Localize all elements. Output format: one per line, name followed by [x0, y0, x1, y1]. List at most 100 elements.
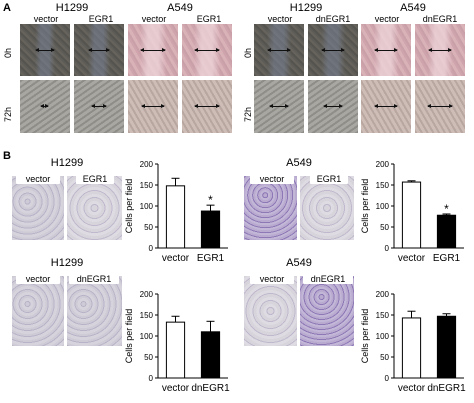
wound-image-a549-egr1-0h [182, 24, 232, 76]
y-tick-label: 200 [140, 290, 154, 299]
double-arrow-icon [194, 48, 220, 52]
significance-marker: * [444, 202, 449, 216]
transwell-h1299-vector-dn [12, 276, 64, 346]
double-arrow-icon [321, 48, 345, 52]
y-axis-label: Cells per field [360, 309, 370, 364]
label-vector: vector [16, 174, 60, 184]
transwell-h1299-dnegr1 [67, 276, 122, 346]
x-tick-label: EGR1 [433, 253, 461, 264]
label-egr1: EGR1 [190, 14, 228, 24]
y-axis-label: Cells per field [360, 179, 370, 234]
x-tick-label: EGR1 [197, 253, 225, 264]
x-tick-label: vector [398, 383, 426, 394]
y-tick-label: 50 [144, 353, 153, 362]
label-vector: vector [132, 14, 176, 24]
y-tick-label: 150 [140, 181, 154, 190]
double-arrow-icon [267, 48, 291, 52]
x-tick-label: dnEGR1 [427, 383, 466, 394]
bar-vector [165, 321, 186, 379]
y-tick-label: 100 [140, 202, 154, 211]
bar-chart-h1299-dnegr1: Cells per field 0 50 100 150 200 vector dnEGR1 [124, 290, 230, 394]
label-egr1: EGR1 [310, 174, 348, 184]
y-tick-label: 0 [149, 244, 154, 253]
transwell-a549-vector [244, 176, 297, 240]
y-axis-label: Cells per field [124, 309, 134, 364]
y-tick-label: 50 [144, 223, 153, 232]
y-tick-label: 50 [380, 223, 389, 232]
y-tick-label: 150 [140, 311, 154, 320]
panel-b-group-3-title: H1299 [50, 257, 84, 269]
y-tick-label: 0 [149, 374, 154, 383]
label-vector: vector [24, 14, 68, 24]
panel-a-row-label-0h: 0h [3, 47, 13, 58]
y-tick-label: 200 [376, 160, 390, 169]
wound-image-a549-vector-dn-0h [361, 24, 411, 76]
wound-image-a549-egr1-72h [182, 80, 232, 133]
label-vector: vector [16, 274, 60, 284]
wound-image-h1299-dnegr1-72h [308, 80, 358, 133]
label-dnegr1: dnEGR1 [308, 14, 358, 24]
double-arrow-icon [140, 48, 166, 52]
label-vector: vector [258, 14, 302, 24]
label-dnegr1: dnEGR1 [69, 274, 119, 284]
double-arrow-icon [374, 104, 398, 108]
wound-image-h1299-vector-0h [20, 24, 70, 76]
y-tick-label: 150 [376, 181, 390, 190]
x-tick-label: vector [398, 253, 426, 264]
label-vector: vector [250, 274, 294, 284]
y-tick-label: 0 [385, 374, 390, 383]
transwell-a549-dnegr1 [300, 276, 354, 346]
bar-chart-a549-egr1: Cells per field 0 50 100 150 200 vector * EGR1 [360, 160, 464, 264]
panel-a-group-2-title: A549 [167, 2, 193, 14]
y-axis-label: Cells per field [124, 179, 134, 234]
wound-image-h1299-egr1-0h [74, 24, 124, 76]
double-arrow-icon [35, 48, 55, 52]
double-arrow-icon [194, 104, 220, 108]
bar-chart-h1299-egr1: Cells per field 0 50 100 150 200 vector * EGR1 [124, 160, 228, 264]
y-tick-label: 50 [380, 353, 389, 362]
bar-EGR1 [436, 214, 457, 249]
double-arrow-icon [88, 48, 110, 52]
transwell-h1299-vector [12, 176, 64, 240]
x-tick-label: vector [162, 253, 190, 264]
y-tick-label: 200 [376, 290, 390, 299]
panel-b-group-4-title: A549 [286, 257, 312, 269]
panel-a-group-4-title: A549 [400, 2, 426, 14]
bar-dnEGR1 [436, 315, 457, 379]
label-dnegr1: dnEGR1 [303, 274, 353, 284]
double-arrow-icon [269, 104, 289, 108]
wound-image-h1299-egr1-72h [74, 80, 124, 133]
double-arrow-icon [40, 104, 49, 108]
bar-vector [165, 185, 186, 249]
wound-image-h1299-dnegr1-0h [308, 24, 358, 76]
double-arrow-icon [141, 104, 165, 108]
wound-image-a549-vector-0h [128, 24, 178, 76]
label-vector: vector [250, 174, 294, 184]
wound-image-h1299-vector-72h [20, 80, 70, 133]
panel-a-group-1-title: H1299 [55, 2, 89, 14]
double-arrow-icon [374, 48, 398, 52]
significance-marker: * [208, 193, 213, 207]
y-tick-label: 200 [140, 160, 154, 169]
transwell-h1299-egr1 [67, 176, 122, 240]
panel-b-letter: B [3, 150, 11, 162]
wound-image-a549-vector-dn-72h [361, 80, 411, 133]
wound-image-a549-dnegr1-0h [415, 24, 465, 76]
x-tick-label: vector [162, 383, 190, 394]
bar-EGR1 [200, 210, 221, 249]
panel-b-group-2-title: A549 [286, 157, 312, 169]
label-dnegr1: dnEGR1 [415, 14, 465, 24]
y-tick-label: 0 [385, 244, 390, 253]
double-arrow-icon [427, 104, 453, 108]
panel-a-row-label-72h: 72h [3, 106, 13, 122]
wound-image-a549-vector-72h [128, 80, 178, 133]
panel-a-group-3-title: H1299 [289, 2, 323, 14]
y-tick-label: 150 [376, 311, 390, 320]
double-arrow-icon [428, 48, 452, 52]
double-arrow-icon [323, 104, 343, 108]
label-vector: vector [365, 14, 409, 24]
bar-chart-a549-dnegr1: Cells per field 0 50 100 150 200 vector dnEGR1 [360, 290, 466, 394]
wound-image-h1299-vector-dn-72h [254, 80, 304, 133]
wound-image-a549-dnegr1-72h [415, 80, 465, 133]
wound-image-h1299-vector-dn-0h [254, 24, 304, 76]
